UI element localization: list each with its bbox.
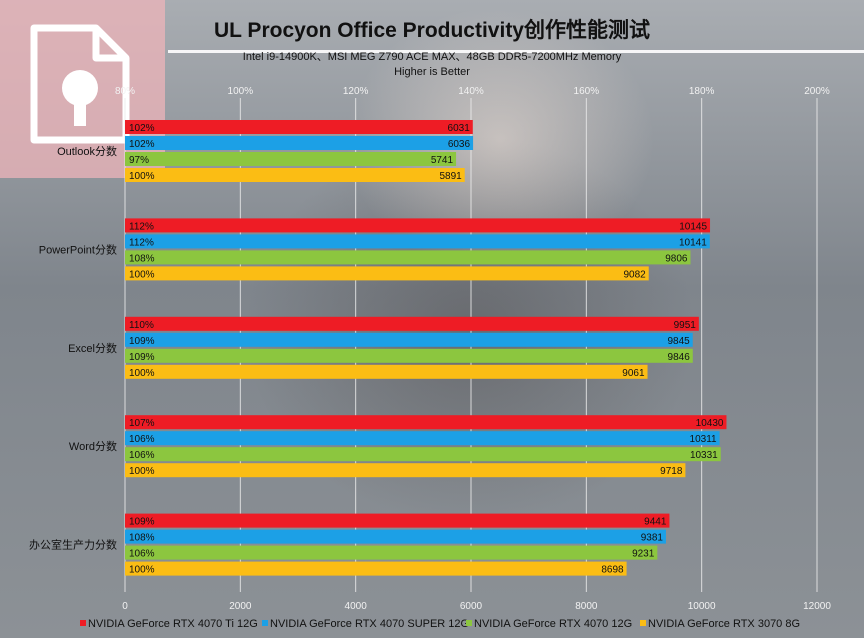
bar	[125, 316, 699, 331]
bottom-tick-label: 2000	[229, 601, 252, 612]
bar-value-label: 10311	[690, 434, 718, 445]
bar	[125, 266, 649, 281]
legend-swatch	[80, 620, 86, 626]
bar	[125, 561, 627, 576]
bar-value-label: 8698	[601, 565, 624, 576]
top-tick-label: 80%	[115, 86, 135, 97]
bar-value-label: 9231	[632, 549, 655, 560]
category-label: PowerPoint分数	[39, 243, 117, 256]
bottom-tick-label: 6000	[460, 601, 483, 612]
bar-percent-label: 102%	[129, 123, 155, 134]
bar	[125, 120, 473, 134]
bar	[125, 431, 720, 446]
bar-percent-label: 100%	[129, 171, 155, 182]
bar-value-label: 9061	[622, 368, 645, 379]
bar	[125, 415, 727, 430]
bar	[125, 545, 658, 560]
bar-percent-label: 112%	[129, 221, 154, 232]
bottom-tick-label: 0	[122, 601, 128, 612]
bar	[125, 234, 710, 249]
legend-entry: NVIDIA GeForce RTX 3070 8G	[648, 618, 800, 630]
bar-percent-label: 100%	[129, 368, 155, 379]
bar-value-label: 9846	[668, 352, 691, 363]
bar-percent-label: 112%	[129, 237, 154, 248]
bar	[125, 168, 465, 182]
chart-subtitle-line-2: Higher is Better	[394, 66, 470, 78]
chart-title: UL Procyon Office Productivity创作性能测试	[214, 18, 650, 42]
bar	[125, 136, 474, 150]
bar-percent-label: 100%	[129, 565, 155, 576]
bar	[125, 348, 693, 363]
top-tick-label: 200%	[804, 86, 830, 97]
bar	[125, 152, 457, 166]
bar-percent-label: 106%	[129, 450, 155, 461]
bottom-tick-label: 4000	[345, 601, 368, 612]
document-logo-icon	[30, 24, 130, 144]
bar-value-label: 9718	[660, 466, 683, 477]
top-tick-label: 160%	[574, 86, 600, 97]
bottom-axis: 0 2000 4000 6000 8000 10000 12000	[122, 601, 831, 612]
legend-entry: NVIDIA GeForce RTX 4070 12G	[474, 618, 632, 630]
bar-value-label: 10430	[696, 418, 724, 429]
category-label: 办公室生产力分数	[29, 538, 117, 552]
bar-value-label: 10331	[690, 450, 718, 461]
bar-percent-label: 110%	[129, 320, 154, 331]
bar	[125, 332, 693, 347]
top-tick-label: 120%	[343, 86, 369, 97]
bar-value-label: 9381	[641, 533, 664, 544]
bar-percent-label: 100%	[129, 466, 155, 477]
legend-swatch	[640, 620, 646, 626]
bar-value-label: 9441	[644, 517, 667, 528]
bar-value-label: 10145	[679, 221, 707, 232]
bar-percent-label: 109%	[129, 336, 155, 347]
bar-percent-label: 108%	[129, 253, 155, 264]
bottom-tick-label: 12000	[803, 601, 831, 612]
bar-percent-label: 109%	[129, 352, 155, 363]
bar-value-label: 9951	[674, 320, 697, 331]
bar-percent-label: 106%	[129, 549, 155, 560]
top-tick-label: 180%	[689, 86, 715, 97]
legend-swatch	[262, 620, 268, 626]
bar	[125, 364, 648, 379]
bar	[125, 447, 721, 462]
bar-value-label: 9082	[623, 269, 646, 280]
bar	[125, 513, 670, 528]
legend-entry: NVIDIA GeForce RTX 4070 SUPER 12G	[270, 618, 469, 630]
bar-percent-label: 108%	[129, 533, 155, 544]
bar-percent-label: 107%	[129, 418, 155, 429]
decorative-line	[168, 50, 864, 53]
category-label: Excel分数	[68, 342, 117, 355]
top-axis: 80% 100% 120% 140% 160% 180% 200%	[115, 86, 830, 97]
bar-percent-label: 106%	[129, 434, 155, 445]
category-label: Outlook分数	[57, 145, 117, 158]
top-tick-label: 100%	[228, 86, 254, 97]
chart-subtitle-line-1: Intel i9-14900K、MSI MEG Z790 ACE MAX、48G…	[243, 51, 622, 63]
bar-percent-label: 109%	[129, 517, 155, 528]
bottom-tick-label: 10000	[688, 601, 716, 612]
bar-value-label: 6036	[448, 139, 471, 150]
bar	[125, 218, 711, 233]
top-tick-label: 140%	[458, 86, 484, 97]
bar	[125, 529, 666, 544]
bar	[125, 463, 686, 478]
bar	[125, 250, 691, 265]
bar-groups: 102% 6031 102% 6036 97% 5741 100% 5891 112% 10145…	[125, 120, 727, 576]
category-label: Word分数	[69, 440, 117, 453]
bar-value-label: 5891	[439, 171, 462, 182]
bar-percent-label: 97%	[129, 155, 149, 166]
bar-value-label: 9806	[665, 253, 688, 264]
legend: NVIDIA GeForce RTX 4070 Ti 12G NVIDIA GeF…	[80, 618, 800, 630]
bar-value-label: 5741	[431, 155, 454, 166]
bar-percent-label: 102%	[129, 139, 155, 150]
bar-value-label: 9845	[667, 336, 690, 347]
bar-value-label: 6031	[448, 123, 471, 134]
legend-entry: NVIDIA GeForce RTX 4070 Ti 12G	[88, 618, 258, 630]
bar-value-label: 10141	[679, 237, 707, 248]
legend-swatch	[466, 620, 472, 626]
category-labels: Outlook分数 PowerPoint分数 Excel分数 Word分数办公室生产力…	[29, 145, 117, 552]
bar-percent-label: 100%	[129, 269, 155, 280]
bottom-tick-label: 8000	[575, 601, 598, 612]
